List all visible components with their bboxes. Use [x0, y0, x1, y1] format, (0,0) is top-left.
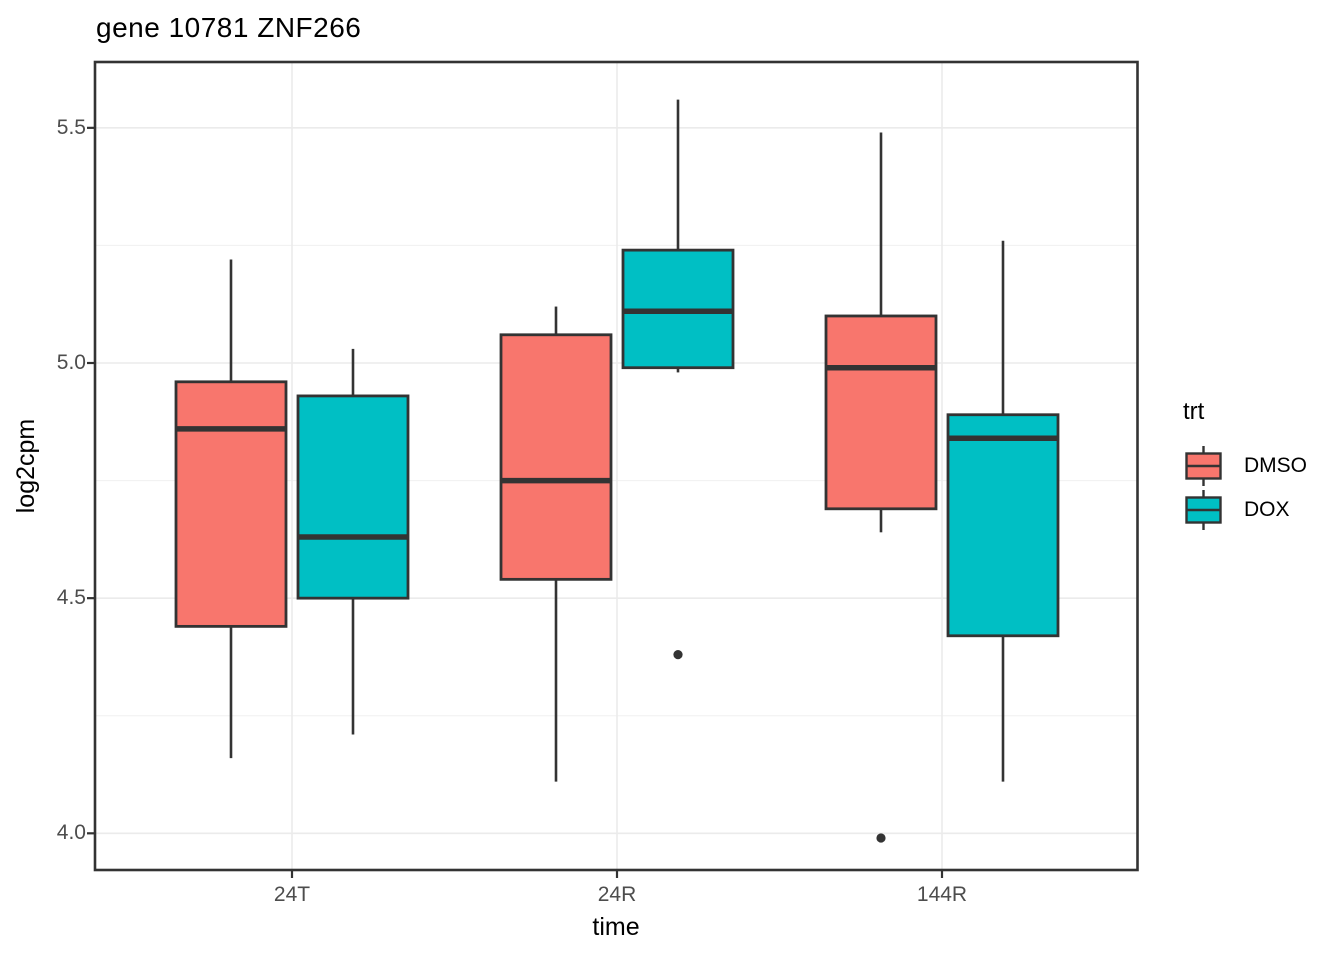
- x-axis-title: time: [592, 913, 640, 941]
- x-tick-label-144r: 144R: [916, 883, 968, 906]
- legend-entry-dmso: DMSO: [1183, 444, 1307, 488]
- outlier-point-dmso-144r: [876, 833, 886, 843]
- box-dmso-24r: [499, 333, 613, 581]
- x-tick-label-24t: 24T: [273, 883, 311, 906]
- legend-title: trt: [1183, 398, 1205, 425]
- y-tick-label-4-5: 4.5: [56, 586, 86, 609]
- y-tick-label-5-0: 5.0: [56, 351, 86, 374]
- y-tick-label-4-0: 4.0: [56, 821, 86, 844]
- box-dox-24t: [296, 394, 410, 600]
- panel-border: [93, 60, 1139, 872]
- box-dmso-144r: [824, 314, 938, 511]
- legend: trt DMSO DOX: [1183, 400, 1307, 532]
- box-dmso-24t: [174, 380, 288, 628]
- y-tick-label-5-5: 5.5: [56, 116, 86, 139]
- legend-label-dox: DOX: [1244, 498, 1290, 521]
- boxplot-key-icon: [1185, 490, 1222, 530]
- box-dox-144r: [946, 413, 1060, 638]
- y-axis-title: log2cpm: [12, 418, 40, 514]
- boxplot-key-icon: [1185, 446, 1222, 486]
- legend-label-dmso: DMSO: [1244, 454, 1307, 477]
- legend-entry-dox: DOX: [1183, 488, 1307, 532]
- outlier-point-dox-24r: [673, 649, 683, 660]
- chart-title: gene 10781 ZNF266: [96, 12, 362, 43]
- x-tick-label-24r: 24R: [597, 883, 637, 906]
